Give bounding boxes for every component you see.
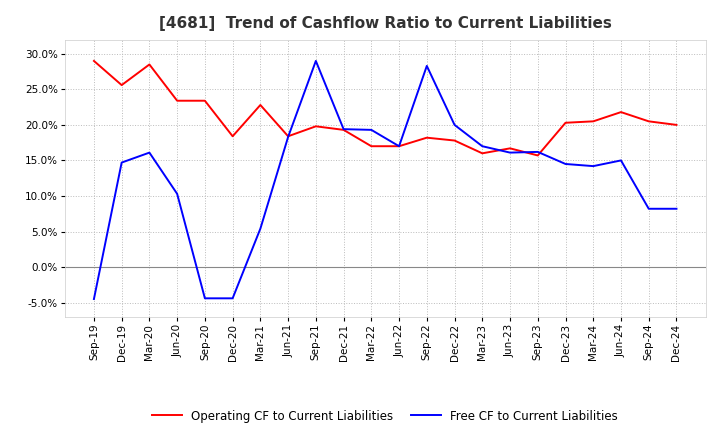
Free CF to Current Liabilities bbox=[228, 296, 237, 301]
Free CF to Current Liabilities bbox=[561, 161, 570, 167]
Free CF to Current Liabilities bbox=[450, 122, 459, 128]
Operating CF to Current Liabilities bbox=[228, 134, 237, 139]
Operating CF to Current Liabilities bbox=[450, 138, 459, 143]
Operating CF to Current Liabilities bbox=[201, 98, 210, 103]
Line: Free CF to Current Liabilities: Free CF to Current Liabilities bbox=[94, 61, 677, 299]
Operating CF to Current Liabilities bbox=[534, 153, 542, 158]
Operating CF to Current Liabilities bbox=[395, 143, 403, 149]
Free CF to Current Liabilities bbox=[367, 127, 376, 132]
Operating CF to Current Liabilities bbox=[616, 110, 625, 115]
Operating CF to Current Liabilities bbox=[478, 150, 487, 156]
Operating CF to Current Liabilities bbox=[339, 127, 348, 132]
Operating CF to Current Liabilities bbox=[117, 82, 126, 88]
Operating CF to Current Liabilities bbox=[423, 135, 431, 140]
Line: Operating CF to Current Liabilities: Operating CF to Current Liabilities bbox=[94, 61, 677, 155]
Operating CF to Current Liabilities bbox=[312, 124, 320, 129]
Free CF to Current Liabilities bbox=[478, 143, 487, 149]
Free CF to Current Liabilities bbox=[644, 206, 653, 211]
Free CF to Current Liabilities bbox=[423, 63, 431, 69]
Operating CF to Current Liabilities bbox=[561, 120, 570, 125]
Free CF to Current Liabilities bbox=[284, 134, 292, 139]
Operating CF to Current Liabilities bbox=[589, 119, 598, 124]
Legend: Operating CF to Current Liabilities, Free CF to Current Liabilities: Operating CF to Current Liabilities, Fre… bbox=[148, 405, 623, 427]
Free CF to Current Liabilities bbox=[505, 150, 514, 155]
Free CF to Current Liabilities bbox=[534, 149, 542, 154]
Free CF to Current Liabilities bbox=[589, 164, 598, 169]
Operating CF to Current Liabilities bbox=[672, 122, 681, 128]
Free CF to Current Liabilities bbox=[616, 158, 625, 163]
Free CF to Current Liabilities bbox=[672, 206, 681, 211]
Operating CF to Current Liabilities bbox=[145, 62, 154, 67]
Free CF to Current Liabilities bbox=[339, 127, 348, 132]
Free CF to Current Liabilities bbox=[312, 58, 320, 63]
Operating CF to Current Liabilities bbox=[256, 103, 265, 108]
Free CF to Current Liabilities bbox=[256, 226, 265, 231]
Operating CF to Current Liabilities bbox=[644, 119, 653, 124]
Free CF to Current Liabilities bbox=[145, 150, 154, 155]
Free CF to Current Liabilities bbox=[173, 191, 181, 197]
Free CF to Current Liabilities bbox=[395, 143, 403, 149]
Operating CF to Current Liabilities bbox=[173, 98, 181, 103]
Free CF to Current Liabilities bbox=[201, 296, 210, 301]
Operating CF to Current Liabilities bbox=[89, 58, 98, 63]
Operating CF to Current Liabilities bbox=[284, 134, 292, 139]
Operating CF to Current Liabilities bbox=[367, 143, 376, 149]
Title: [4681]  Trend of Cashflow Ratio to Current Liabilities: [4681] Trend of Cashflow Ratio to Curren… bbox=[159, 16, 611, 32]
Free CF to Current Liabilities bbox=[117, 160, 126, 165]
Free CF to Current Liabilities bbox=[89, 297, 98, 302]
Operating CF to Current Liabilities bbox=[505, 146, 514, 151]
